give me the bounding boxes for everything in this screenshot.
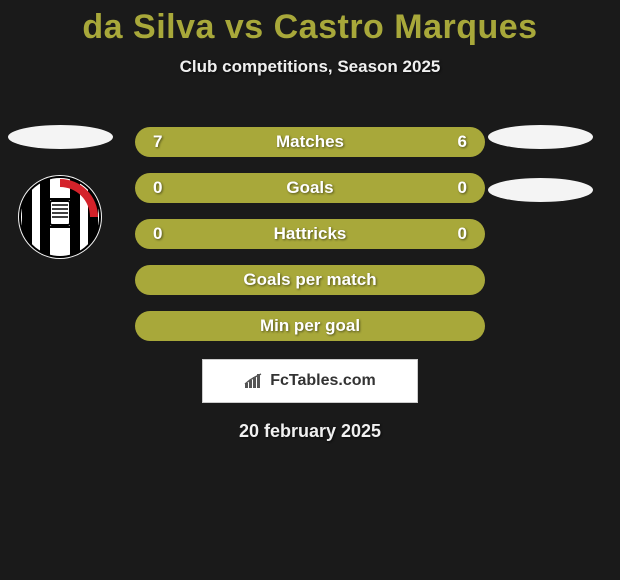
club-badge-svg [18,175,102,259]
stat-row: 0Goals0 [135,173,485,203]
stat-right-value: 0 [458,224,467,244]
stat-label: Goals [135,178,485,198]
stat-label: Matches [135,132,485,152]
stat-right-value: 6 [458,132,467,152]
club-badge-left [18,175,102,259]
date-line: 20 february 2025 [0,421,620,442]
stat-label: Hattricks [135,224,485,244]
watermark-text: FcTables.com [270,372,376,390]
stat-left-value: 0 [153,178,162,198]
bars-icon [244,373,264,389]
stat-label: Goals per match [135,270,485,290]
stat-row: 0Hattricks0 [135,219,485,249]
stat-right-value: 0 [458,178,467,198]
watermark: FcTables.com [202,359,418,403]
page-title: da Silva vs Castro Marques [0,0,620,47]
ellipse-top-right [488,125,593,149]
ellipse-mid-right [488,178,593,202]
stat-left-value: 7 [153,132,162,152]
ellipse-top-left [8,125,113,149]
subtitle: Club competitions, Season 2025 [0,57,620,77]
stat-row: 7Matches6 [135,127,485,157]
stat-label: Min per goal [135,316,485,336]
stat-left-value: 0 [153,224,162,244]
stat-row: Min per goal [135,311,485,341]
stat-row: Goals per match [135,265,485,295]
